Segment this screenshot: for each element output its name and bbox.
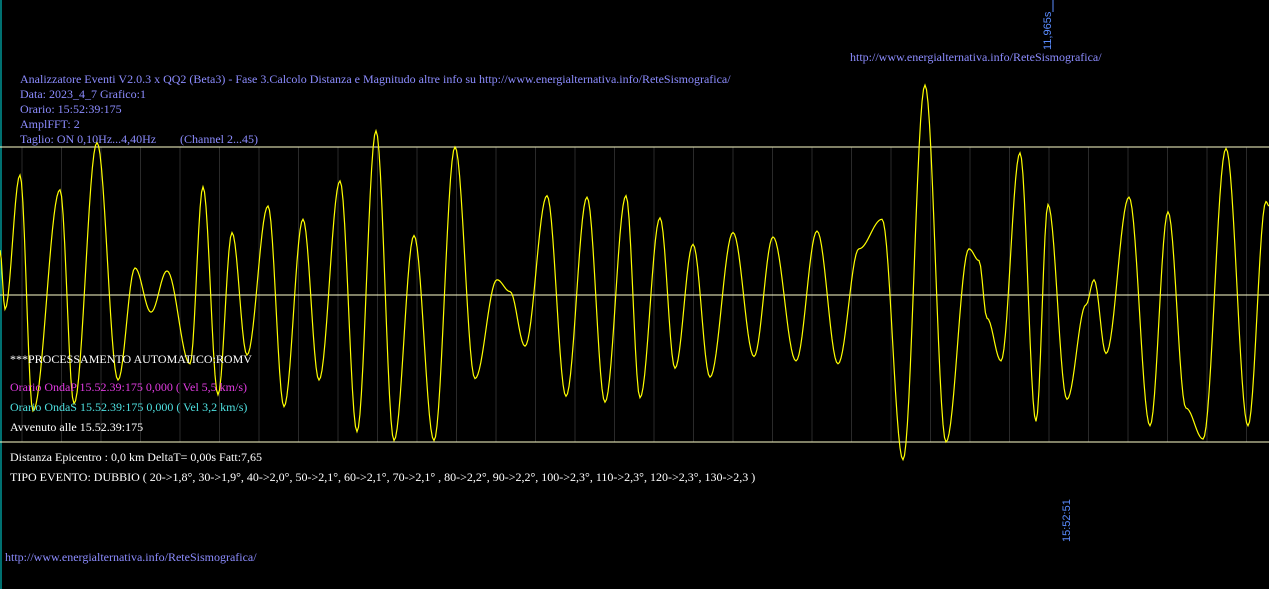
bottom-url-link[interactable]: http://www.energialternativa.info/ReteSi… xyxy=(5,550,257,564)
clock-time-marker: 15:52:51 xyxy=(1061,499,1073,542)
event-occurred-time: Avvenuto alle 15.52.39:175 xyxy=(10,420,144,434)
analyzer-title: Analizzatore Eventi V2.0.3 x QQ2 (Beta3)… xyxy=(20,72,731,86)
event-type: TIPO EVENTO: DUBBIO ( 20->1,8°, 30->1,9°… xyxy=(10,470,756,484)
filter-cut: Taglio: ON 0,10Hz...4,40Hz xyxy=(20,132,157,146)
channel-range: (Channel 2...45) xyxy=(180,132,258,146)
epicenter-distance: Distanza Epicentro : 0,0 km DeltaT= 0,00… xyxy=(10,450,263,464)
top-url-link[interactable]: http://www.energialternativa.info/ReteSi… xyxy=(850,50,1102,64)
fft-amplitude: AmplFFT: 2 xyxy=(20,117,80,131)
event-time: Orario: 15:52:39:175 xyxy=(20,102,122,116)
processing-label: ***PROCESSAMENTO AUTOMATICO:ROMV xyxy=(10,352,252,366)
elapsed-seconds-marker: 11,965s xyxy=(1042,11,1054,50)
p-wave-time: Orario OndaP 15.52.39:175 0,000 ( Vel 5,… xyxy=(10,380,247,394)
event-date: Data: 2023_4_7 Grafico:1 xyxy=(20,87,146,101)
seismic-trace-line xyxy=(0,83,1269,462)
s-wave-time: Orario OndaS 15.52.39:175 0,000 ( Vel 3,… xyxy=(10,400,248,414)
